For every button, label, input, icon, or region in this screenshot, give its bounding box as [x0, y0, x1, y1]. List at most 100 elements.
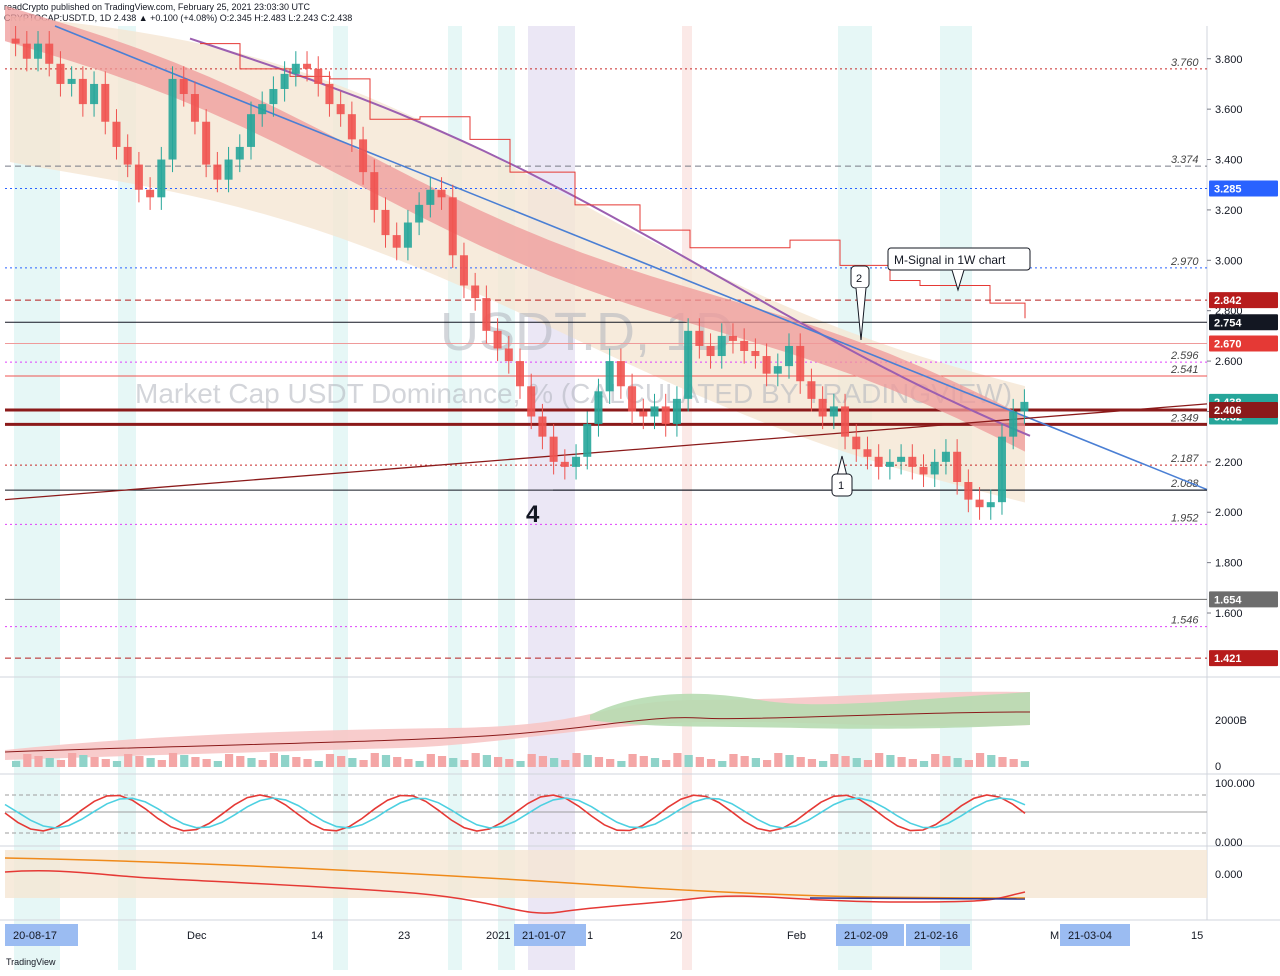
volume-bar-61: [695, 757, 704, 767]
volume-bar-31: [359, 760, 368, 767]
volume-bar-74: [841, 756, 850, 767]
volume-bar-28: [325, 754, 335, 767]
volume-bar-26: [303, 759, 312, 767]
x-highlight-bg-1: [514, 924, 586, 946]
highlight-band-1: [118, 26, 136, 970]
candle-body-90: [1020, 401, 1029, 412]
candle-body-73: [829, 406, 838, 417]
candle-body-76: [863, 449, 872, 457]
candle-body-55: [628, 386, 637, 412]
x-tick-0: Dec: [187, 930, 207, 942]
volume-bar-75: [852, 758, 861, 767]
candle-body-89: [1009, 411, 1018, 437]
candle-body-49: [560, 461, 569, 467]
candle-body-16: [190, 94, 199, 122]
volume-bar-86: [975, 753, 985, 767]
candle-body-78: [885, 461, 894, 467]
candle-body-61: [695, 330, 704, 346]
x-highlight-bg-0: [5, 924, 78, 946]
volume-bar-54: [617, 761, 626, 767]
candle-body-31: [359, 139, 368, 173]
volume-bar-82: [931, 754, 940, 767]
level-label-13: 1.952: [1171, 512, 1199, 524]
price-tag-bg-2: [1209, 314, 1278, 331]
candle-body-82: [930, 461, 939, 475]
candle-body-58: [661, 406, 670, 425]
candle-body-27: [314, 68, 323, 84]
candle-body-54: [616, 361, 625, 387]
volume-bar-16: [191, 757, 200, 767]
volume-bar-49: [561, 760, 570, 767]
x-tick-3: 2021: [486, 930, 510, 942]
volume-bar-9: [112, 761, 122, 767]
candle-body-71: [807, 381, 816, 399]
volume-axis-zero: 0: [1215, 761, 1221, 773]
volume-axis-label: 2000B: [1215, 715, 1247, 727]
candle-body-7: [90, 83, 99, 105]
volume-bar-55: [628, 754, 637, 767]
candle-body-33: [381, 209, 390, 236]
price-tag-bg-6: [1209, 401, 1278, 418]
volume-bar-44: [505, 759, 514, 767]
volume-bar-2: [34, 756, 43, 767]
volume-bar-76: [863, 760, 873, 767]
volume-bar-57: [650, 758, 660, 767]
volume-bar-67: [762, 760, 772, 767]
osc-signal-cyan: [4, 797, 1026, 829]
candle-body-62: [706, 345, 715, 357]
volume-bar-8: [101, 759, 110, 767]
callout-1-label: 1: [838, 480, 844, 492]
x-highlight-label-2: 21-02-09: [844, 930, 888, 942]
highlight-band-5: [528, 26, 575, 970]
candle-body-19: [224, 159, 233, 180]
candle-body-35: [403, 222, 412, 248]
candle-body-38: [437, 189, 446, 198]
volume-bar-14: [168, 753, 178, 767]
x-tick-4: 1: [587, 930, 593, 942]
candle-body-81: [919, 466, 928, 475]
candle-body-75: [852, 436, 861, 450]
y-tick-label-10: 1.800: [1215, 558, 1243, 570]
candle-body-63: [717, 335, 726, 357]
candle-body-79: [897, 456, 906, 462]
x-highlight-bg-2: [836, 924, 904, 946]
volume-bar-84: [953, 758, 962, 767]
volume-bar-20: [236, 756, 245, 767]
level-label-0: 3.760: [1171, 57, 1199, 69]
y-tick-label-6: 2.600: [1215, 356, 1243, 368]
volume-bar-18: [213, 761, 222, 767]
candle-body-52: [594, 391, 603, 425]
candle-body-21: [246, 114, 255, 147]
candle-body-86: [975, 499, 984, 508]
y-tick-label-3: 3.200: [1215, 205, 1243, 217]
candle-body-15: [179, 78, 188, 95]
candle-body-28: [325, 83, 334, 105]
level-label-12: 2.088: [1170, 478, 1199, 490]
candle-body-51: [583, 424, 592, 457]
volume-bar-66: [751, 758, 760, 767]
volume-bar-46: [527, 754, 536, 767]
level-label-10: 2.349: [1170, 412, 1199, 424]
volume-bar-77: [875, 753, 884, 767]
volume-bar-50: [572, 753, 581, 767]
candle-body-72: [818, 398, 827, 417]
volume-ma: [4, 711, 1031, 753]
candle-body-23: [269, 88, 278, 105]
volume-bar-85: [964, 760, 973, 767]
y-tick-label-9: 2.000: [1215, 507, 1243, 519]
volume-bar-65: [740, 756, 749, 767]
candle-body-12: [146, 189, 155, 198]
candle-body-74: [841, 406, 850, 437]
volume-bar-45: [516, 761, 525, 767]
volume-bar-32: [370, 753, 379, 767]
candle-body-5: [67, 78, 76, 84]
y-tick-label-11: 1.600: [1215, 608, 1243, 620]
x-tick-1: 14: [311, 930, 323, 942]
callout-2: 2: [850, 265, 870, 341]
price-tag-bg-7: [1209, 591, 1278, 608]
candle-body-88: [997, 436, 1006, 503]
price-tag-3: 2.670: [1214, 338, 1242, 350]
symbol-label[interactable]: CRYPTOCAP:USDT.D, 1D: [4, 13, 112, 23]
candle-body-10: [123, 146, 132, 165]
